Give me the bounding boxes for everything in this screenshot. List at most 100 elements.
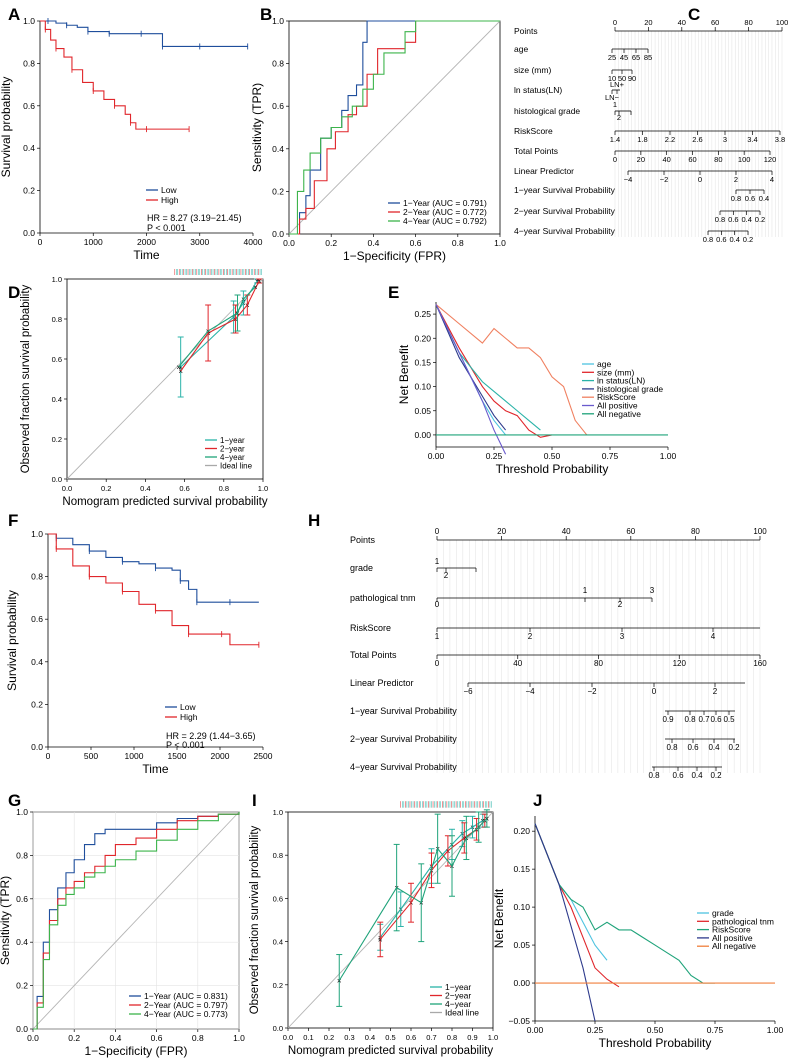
- y-tick-label: 0.2: [31, 699, 43, 709]
- x-axis-label: Threshold Probability: [496, 462, 609, 476]
- x-axis-label: 1−Specificity (FPR): [343, 249, 446, 263]
- x-axis-label: Time: [142, 762, 169, 776]
- panel-C: Pointsagesize (mm)ln status(LN)histologi…: [514, 0, 788, 244]
- panel-H: Points grade pathological tnm RiskScore Tota…: [350, 0, 767, 780]
- nomogram-tick-label: 0.2: [710, 771, 722, 780]
- legend-label: High: [161, 195, 179, 205]
- x-tick-label: 0.00: [428, 451, 445, 461]
- nomogram-tick-label: 3.8: [775, 135, 785, 144]
- nomogram-tick-label: 0.4: [729, 235, 739, 244]
- y-tick-label: 0.15: [414, 357, 431, 367]
- y-tick-label: 0.00: [414, 430, 431, 440]
- y-tick-label: 0.15: [513, 864, 530, 874]
- row-label: Points: [514, 26, 538, 36]
- nomogram-tick-label: 85: [644, 53, 652, 62]
- y-axis-label: Net Benefit: [492, 888, 506, 948]
- y-tick-label: 0.4: [272, 144, 284, 154]
- y-tick-label: 0.0: [273, 1024, 283, 1033]
- y-tick-label: 0.20: [414, 333, 431, 343]
- nomogram-tick-label: 60: [688, 155, 696, 164]
- x-tick-label: 0.7: [426, 1033, 436, 1042]
- row-label: RiskScore: [514, 126, 553, 136]
- y-tick-label: 0.4: [23, 143, 35, 153]
- row-label: 2−year Survival Probability: [350, 734, 457, 744]
- y-tick-label: 1.0: [272, 16, 284, 26]
- y-tick-label: 0.0: [272, 229, 284, 239]
- x-tick-label: 0.6: [410, 238, 422, 248]
- legend-label: Ideal line: [220, 462, 253, 471]
- series-line-all-positive: [535, 824, 595, 1021]
- panel-J: 0.00 0.25 0.50 0.75 1.00−0.050.000.050.100.1…: [492, 816, 784, 1050]
- row-label: 2−year Survival Probability: [514, 206, 616, 216]
- nomogram-tick-label: 3: [723, 135, 727, 144]
- nomogram-tick-label: 3: [620, 632, 625, 641]
- x-tick-label: 1.0: [488, 1033, 498, 1042]
- legend-label: 4−Year (AUC = 0.773): [144, 1009, 228, 1019]
- nomogram-tick-label: 100: [738, 155, 751, 164]
- y-tick-label: 0.0: [31, 742, 43, 752]
- nomogram-tick-label: 1: [613, 100, 617, 109]
- x-tick-label: 1.00: [660, 451, 677, 461]
- row-label: Linear Predictor: [514, 166, 574, 176]
- panel-letter-B: B: [260, 5, 272, 24]
- panel-letter-C: C: [688, 5, 700, 24]
- row-label: RiskScore: [350, 623, 391, 633]
- x-tick-label: 0.2: [324, 1033, 334, 1042]
- y-tick-label: −0.05: [508, 1016, 530, 1026]
- nomogram-tick-label: 20: [497, 527, 506, 536]
- series-line-grade: [535, 824, 607, 961]
- legend-label: All negative: [597, 409, 641, 419]
- row-label: 4−year Survival Probability: [350, 762, 457, 772]
- nomogram-tick-label: 40: [562, 527, 571, 536]
- x-tick-label: 2500: [254, 751, 273, 761]
- nomogram-tick-label: 1.8: [637, 135, 647, 144]
- y-axis-label: Sensitivity (TPR): [0, 876, 12, 965]
- x-tick-label: 0.6: [406, 1033, 416, 1042]
- nomogram-tick-label: 0.8: [684, 715, 696, 724]
- y-tick-label: 0.4: [52, 395, 62, 404]
- x-tick-label: 2000: [137, 237, 156, 247]
- y-tick-label: 0.05: [414, 406, 431, 416]
- y-tick-label: 0.00: [513, 978, 530, 988]
- y-tick-label: 0.2: [16, 981, 28, 991]
- x-tick-label: 0.8: [219, 484, 229, 493]
- row-label: Total Points: [350, 650, 397, 660]
- panel-letter-D: D: [8, 283, 20, 302]
- x-tick-label: 0.0: [283, 1033, 293, 1042]
- x-tick-label: 1500: [168, 751, 187, 761]
- x-tick-label: 0.00: [527, 1025, 544, 1035]
- x-tick-label: 1.0: [258, 484, 268, 493]
- x-tick-label: 500: [84, 751, 98, 761]
- x-axis-label: Nomogram predicted survival probability: [288, 1045, 493, 1057]
- x-axis-label: Threshold Probability: [599, 1036, 712, 1050]
- nomogram-tick-label: 40: [678, 18, 686, 27]
- x-tick-label: 0: [46, 751, 51, 761]
- nomogram-tick-label: 0.4: [691, 771, 703, 780]
- row-label: histological grade: [514, 106, 580, 116]
- nomogram-tick-label: 120: [673, 659, 687, 668]
- x-tick-label: 1.0: [233, 1033, 245, 1043]
- nomogram-tick-label: 80: [714, 155, 722, 164]
- nomogram-tick-label: 0.7: [698, 715, 710, 724]
- x-tick-label: 0.2: [101, 484, 111, 493]
- y-tick-label: 0.10: [513, 902, 530, 912]
- nomogram-tick-label: 40: [513, 659, 522, 668]
- nomogram-tick-label: 0: [613, 155, 617, 164]
- row-label: ln status(LN): [514, 85, 562, 95]
- nomogram-tick-label: 2: [444, 571, 449, 580]
- series-line-high: [48, 534, 259, 645]
- x-tick-label: 0.5: [385, 1033, 395, 1042]
- x-tick-label: 0.50: [647, 1025, 664, 1035]
- y-tick-label: 0.6: [23, 101, 35, 111]
- x-tick-label: 0.2: [325, 238, 337, 248]
- row-label: Points: [350, 535, 376, 545]
- nomogram-tick-label: 2: [734, 175, 738, 184]
- x-tick-label: 0.25: [587, 1025, 604, 1035]
- nomogram-tick-label: 0.6: [672, 771, 684, 780]
- x-tick-label: 0: [38, 237, 43, 247]
- nomogram-tick-label: 0.2: [728, 743, 740, 752]
- y-tick-label: 0.2: [272, 186, 284, 196]
- y-tick-label: 1.0: [16, 807, 28, 817]
- nomogram-tick-label: 2: [528, 632, 533, 641]
- row-label: Linear Predictor: [350, 678, 414, 688]
